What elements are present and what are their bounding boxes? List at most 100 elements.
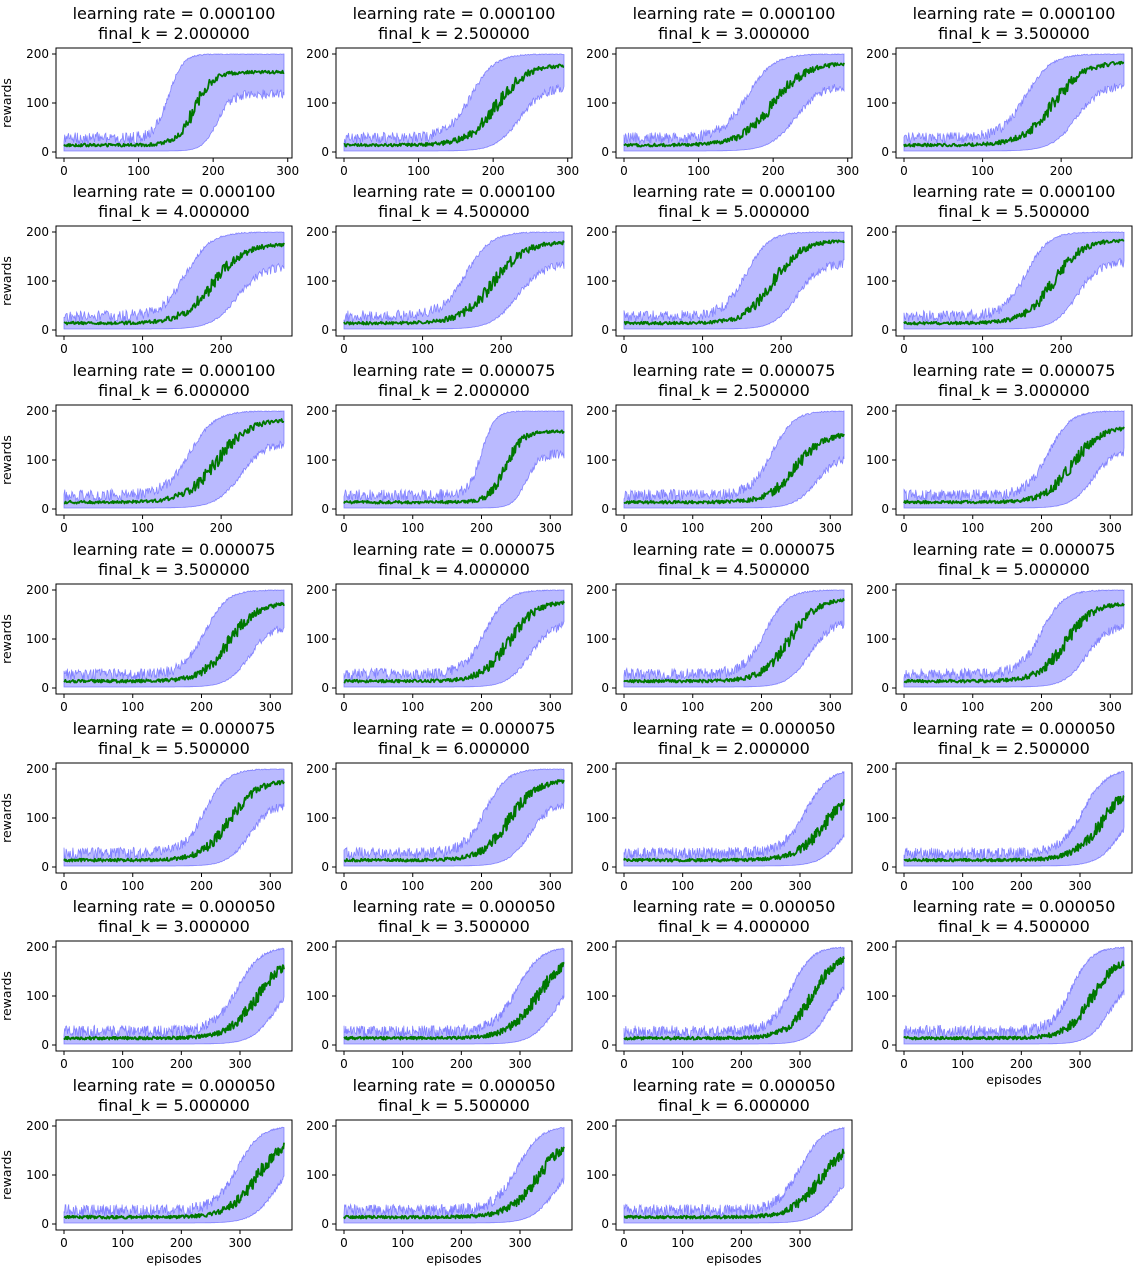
std-band [343, 53, 565, 152]
y-axis-label: rewards [0, 1150, 14, 1200]
x-tick-label: 200 [210, 521, 233, 535]
y-tick-label: 0 [601, 502, 609, 516]
mean-rewards-line [903, 426, 1125, 505]
subplot-title-k: final_k = 4.500000 [378, 202, 530, 222]
subplot-title-k: final_k = 2.000000 [658, 739, 810, 759]
subplot-title-k: final_k = 4.000000 [378, 560, 530, 580]
mean-rewards-line [63, 964, 285, 1041]
y-tick-label: 0 [881, 145, 889, 159]
x-tick-label: 200 [1030, 521, 1053, 535]
mean-rewards-line [343, 63, 565, 148]
subplot-title-k: final_k = 2.500000 [938, 739, 1090, 759]
mean-rewards-line [63, 779, 285, 863]
std-band [623, 589, 845, 688]
std-band [63, 589, 285, 688]
y-tick-label: 0 [881, 1038, 889, 1052]
y-tick-label: 200 [306, 225, 329, 239]
x-tick-label: 0 [900, 342, 908, 356]
mean-rewards-line [623, 239, 845, 326]
x-tick-label: 200 [210, 342, 233, 356]
subplot-title-lr: learning rate = 0.000050 [913, 719, 1116, 738]
x-tick-label: 100 [121, 879, 144, 893]
y-tick-label: 100 [26, 453, 49, 467]
y-tick-label: 0 [881, 323, 889, 337]
subplot-title-lr: learning rate = 0.000075 [913, 361, 1116, 380]
y-tick-label: 100 [866, 453, 889, 467]
x-tick-label: 0 [900, 521, 908, 535]
x-tick-label: 0 [620, 879, 628, 893]
y-tick-label: 200 [866, 47, 889, 61]
y-tick-label: 100 [586, 453, 609, 467]
x-tick-label: 100 [391, 1236, 414, 1250]
x-tick-label: 200 [470, 700, 493, 714]
mean-rewards-line [63, 1142, 285, 1220]
y-tick-label: 200 [26, 404, 49, 418]
x-tick-label: 100 [407, 164, 430, 178]
y-tick-label: 200 [866, 762, 889, 776]
x-tick-label: 100 [681, 700, 704, 714]
x-tick-label: 200 [762, 164, 785, 178]
std-band [63, 53, 285, 152]
subplot-title-lr: learning rate = 0.000075 [913, 540, 1116, 559]
y-tick-label: 0 [41, 323, 49, 337]
x-tick-label: 0 [60, 879, 68, 893]
y-tick-label: 200 [26, 940, 49, 954]
x-tick-label: 0 [900, 700, 908, 714]
y-tick-label: 200 [26, 1119, 49, 1133]
subplot-title-lr: learning rate = 0.000050 [633, 1076, 836, 1095]
y-tick-label: 0 [321, 145, 329, 159]
x-tick-label: 300 [509, 1057, 532, 1071]
subplot-title-k: final_k = 4.000000 [658, 917, 810, 937]
subplot-title-k: final_k = 3.500000 [378, 917, 530, 937]
subplot-title-k: final_k = 5.000000 [98, 1096, 250, 1116]
y-tick-label: 200 [306, 762, 329, 776]
x-tick-label: 0 [60, 700, 68, 714]
subplot-title-lr: learning rate = 0.000075 [73, 540, 276, 559]
mean-rewards-line [623, 956, 845, 1041]
y-tick-label: 0 [601, 1038, 609, 1052]
subplot-title-k: final_k = 2.500000 [378, 24, 530, 44]
x-tick-label: 100 [131, 342, 154, 356]
subplot-title-lr: learning rate = 0.000075 [353, 719, 556, 738]
mean-rewards-line [343, 961, 565, 1041]
x-tick-label: 300 [539, 700, 562, 714]
x-tick-label: 0 [340, 342, 348, 356]
y-tick-label: 100 [586, 989, 609, 1003]
std-band [343, 1126, 565, 1224]
y-tick-label: 0 [601, 681, 609, 695]
std-band [623, 231, 845, 330]
x-tick-label: 200 [1030, 700, 1053, 714]
y-axis-label: rewards [0, 435, 14, 485]
subplot-title-lr: learning rate = 0.000075 [633, 540, 836, 559]
y-tick-label: 200 [306, 47, 329, 61]
x-tick-label: 300 [789, 1057, 812, 1071]
std-band [63, 768, 285, 867]
std-band [903, 946, 1125, 1045]
subplot-title-lr: learning rate = 0.000075 [633, 361, 836, 380]
subplot-title-k: final_k = 3.000000 [98, 917, 250, 937]
std-band [903, 770, 1125, 867]
subplot-title-lr: learning rate = 0.000050 [633, 897, 836, 916]
x-tick-label: 200 [450, 1057, 473, 1071]
subplot-title-lr: learning rate = 0.000050 [633, 719, 836, 738]
x-tick-label: 300 [1099, 700, 1122, 714]
x-tick-label: 300 [539, 521, 562, 535]
x-tick-label: 100 [961, 700, 984, 714]
x-tick-label: 100 [681, 521, 704, 535]
y-tick-label: 100 [26, 1168, 49, 1182]
y-tick-label: 100 [306, 453, 329, 467]
y-tick-label: 200 [306, 583, 329, 597]
x-tick-label: 0 [340, 1057, 348, 1071]
x-tick-label: 0 [60, 342, 68, 356]
x-tick-label: 200 [202, 164, 225, 178]
std-band [63, 231, 285, 330]
y-tick-label: 0 [321, 860, 329, 874]
